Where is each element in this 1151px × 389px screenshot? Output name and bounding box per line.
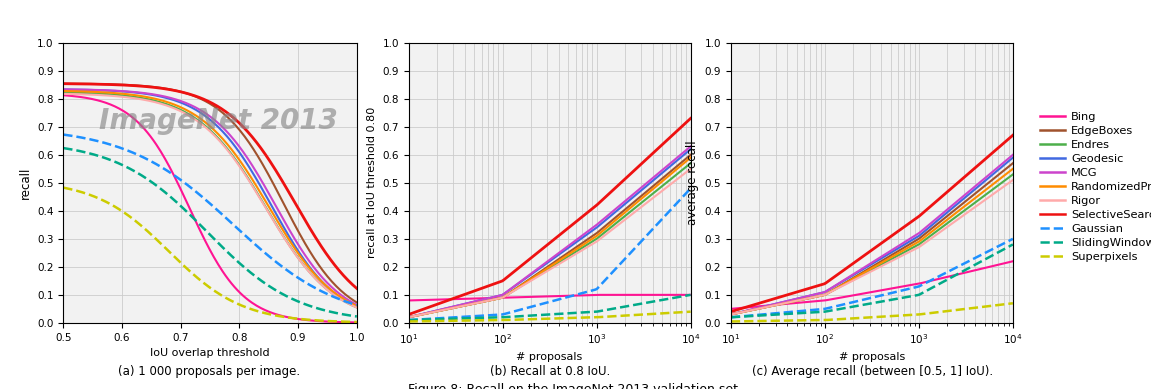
Y-axis label: average recall: average recall (686, 140, 699, 225)
Text: Figure 8: Recall on the ImageNet 2013 validation set.: Figure 8: Recall on the ImageNet 2013 va… (409, 383, 742, 389)
X-axis label: IoU overlap threshold: IoU overlap threshold (151, 348, 269, 358)
Text: (c) Average recall (between [0.5, 1] IoU).: (c) Average recall (between [0.5, 1] IoU… (752, 365, 993, 378)
Text: ImageNet 2013: ImageNet 2013 (99, 107, 338, 135)
Y-axis label: recall: recall (18, 166, 31, 199)
Y-axis label: recall at IoU threshold 0.80: recall at IoU threshold 0.80 (367, 107, 376, 258)
Text: (b) Recall at 0.8 IoU.: (b) Recall at 0.8 IoU. (490, 365, 610, 378)
Legend: Bing, EdgeBoxes, Endres, Geodesic, MCG, RandomizedPrims, Rigor, SelectiveSearch,: Bing, EdgeBoxes, Endres, Geodesic, MCG, … (1036, 107, 1151, 266)
X-axis label: # proposals: # proposals (839, 352, 905, 362)
Text: (a) 1 000 proposals per image.: (a) 1 000 proposals per image. (119, 365, 300, 378)
X-axis label: # proposals: # proposals (517, 352, 582, 362)
